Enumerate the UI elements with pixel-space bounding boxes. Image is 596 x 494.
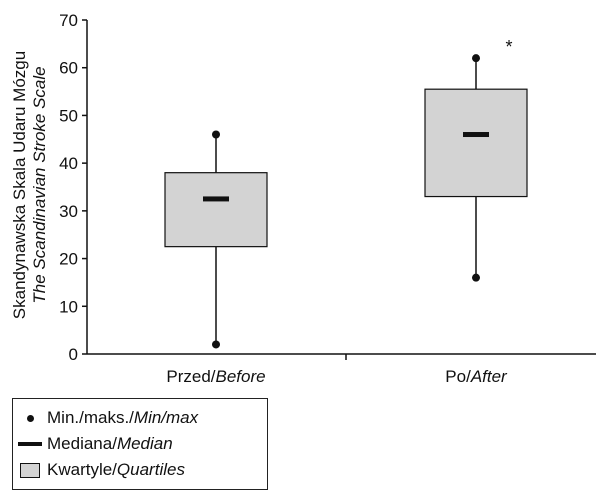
plot-area: * bbox=[164, 37, 528, 349]
x-tick-label: Przed/Before bbox=[166, 367, 265, 386]
median-bar bbox=[203, 196, 229, 202]
legend-item-median: Mediana/Median bbox=[13, 432, 173, 456]
legend: Min./maks./Min/max Mediana/Median Kwarty… bbox=[12, 398, 268, 490]
box-group bbox=[164, 130, 268, 349]
y-axis-label-line1: Skandynawska Skala Udaru Mózgu bbox=[10, 51, 29, 319]
median-bar-icon bbox=[17, 442, 43, 446]
x-tick-label-en: After bbox=[470, 367, 508, 386]
min-dot bbox=[212, 340, 220, 349]
y-tick-label: 30 bbox=[59, 202, 78, 221]
x-tick-label-pl: Przed/ bbox=[166, 367, 215, 386]
legend-item-quartiles: Kwartyle/Quartiles bbox=[13, 458, 185, 482]
y-tick-label: 40 bbox=[59, 154, 78, 173]
legend-median-en: Median bbox=[116, 434, 173, 453]
legend-item-minmax: Min./maks./Min/max bbox=[13, 406, 198, 430]
max-dot bbox=[212, 130, 220, 139]
legend-minmax-en: Min/max bbox=[133, 408, 199, 427]
y-tick-label: 20 bbox=[59, 250, 78, 269]
quartile-box bbox=[164, 172, 268, 248]
legend-quartiles-pl: Kwartyle/ bbox=[47, 460, 117, 479]
min-dot bbox=[472, 273, 480, 282]
median-bar bbox=[463, 132, 489, 138]
quartile-box-icon bbox=[17, 462, 43, 478]
axes: 0 10 20 30 40 50 60 70 Przed/Before Po/After bbox=[59, 11, 596, 386]
legend-minmax-pl: Min./maks./ bbox=[47, 408, 134, 427]
legend-median-pl: Mediana/ bbox=[47, 434, 117, 453]
y-tick-label: 60 bbox=[59, 59, 78, 78]
max-dot bbox=[472, 54, 480, 63]
y-tick-label: 0 bbox=[69, 345, 78, 364]
quartile-box bbox=[424, 88, 528, 198]
legend-quartiles-en: Quartiles bbox=[116, 460, 185, 479]
box-group bbox=[424, 54, 528, 282]
y-axis-label: Skandynawska Skala Udaru Mózgu The Scand… bbox=[10, 51, 49, 319]
x-tick-label: Po/After bbox=[445, 367, 508, 386]
y-tick-label: 70 bbox=[59, 11, 78, 30]
y-tick-label: 10 bbox=[59, 297, 78, 316]
y-axis-label-line2: The Scandinavian Stroke Scale bbox=[30, 66, 49, 303]
y-tick-label: 50 bbox=[59, 106, 78, 125]
x-tick-label-pl: Po/ bbox=[445, 367, 471, 386]
x-tick-label-en: Before bbox=[216, 367, 266, 386]
significance-marker: * bbox=[505, 37, 512, 57]
dot-icon bbox=[17, 414, 43, 422]
